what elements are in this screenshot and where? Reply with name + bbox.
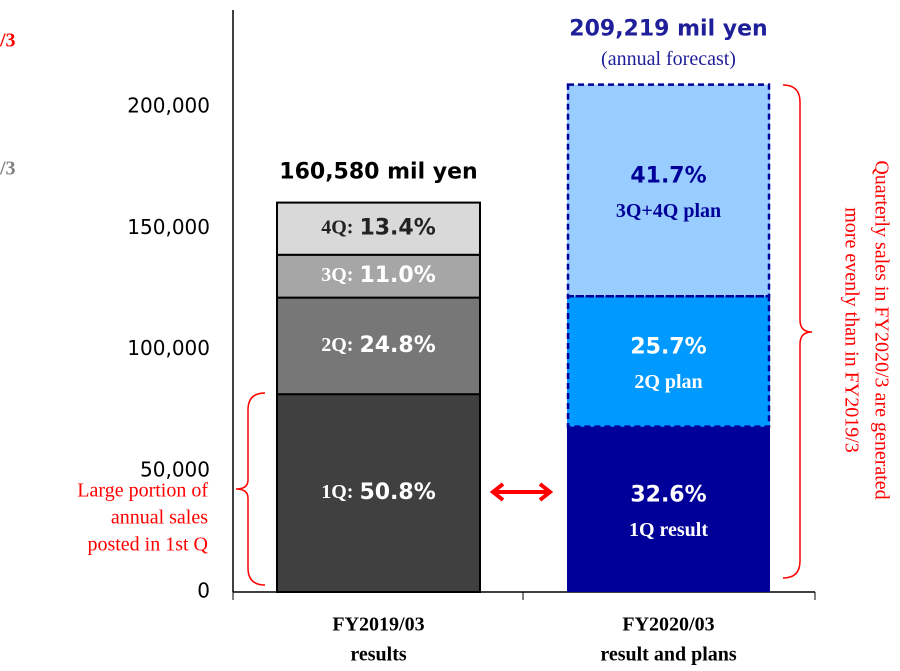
- segment-share: 25.7%: [630, 334, 706, 359]
- y-tick-label: 0: [197, 579, 210, 603]
- bar-segment: [567, 426, 770, 592]
- x-tick-label: FY2019/03: [332, 614, 424, 636]
- bar-segment: [276, 201, 481, 256]
- segment-label: 2Q: 24.8%: [321, 333, 436, 358]
- segment-share: 11.0%: [359, 263, 435, 288]
- segment-share: 32.6%: [630, 482, 706, 507]
- segment-share: 50.8%: [359, 480, 435, 505]
- segment-share: 24.8%: [359, 333, 435, 358]
- right-annotation: Quarterly sales in FY2020/3 are generate…: [840, 160, 892, 499]
- y-tick-label: 50,000: [140, 457, 210, 481]
- segment-prefix: 4Q:: [321, 216, 353, 238]
- segment-note: 2Q plan: [634, 371, 702, 393]
- segment-label: 1Q: 50.8%: [321, 480, 436, 505]
- segment-prefix: 2Q:: [321, 333, 353, 355]
- annotation-line: Large portion of: [77, 479, 208, 501]
- bar-segment: [567, 296, 770, 427]
- total-note: (annual forecast): [601, 48, 736, 70]
- y-tick-label: 100,000: [127, 336, 210, 360]
- brace: [782, 84, 813, 579]
- total-label: 160,580 mil yen: [279, 160, 477, 185]
- x-tick-label: result and plans: [600, 644, 737, 666]
- segment-note: 3Q+4Q plan: [616, 200, 721, 222]
- y-tick-label: 150,000: [127, 215, 210, 239]
- x-tick-label: FY2020/03: [622, 614, 714, 636]
- y-tick-label: 200,000: [127, 94, 210, 118]
- bar-segment: [276, 296, 481, 396]
- cut-label: /3: [0, 30, 16, 52]
- cut-label: /3: [0, 158, 16, 180]
- total-label: 209,219 mil yen: [569, 17, 767, 42]
- segment-prefix: 1Q:: [321, 481, 353, 503]
- segment-prefix: 3Q:: [321, 264, 353, 286]
- segment-note: 1Q result: [629, 519, 708, 541]
- x-tick-label: results: [350, 644, 407, 666]
- annotation-line: more evenly than in FY2019/3: [840, 207, 862, 453]
- brace: [235, 392, 266, 586]
- bar-segment: [276, 393, 481, 594]
- segment-outline: [566, 83, 771, 298]
- segment-share: 41.7%: [630, 163, 706, 188]
- segment-label: 3Q: 11.0%: [321, 263, 436, 288]
- bar-segment: [567, 84, 770, 297]
- segment-label: 4Q: 13.4%: [321, 216, 436, 241]
- annotation-line: posted in 1st Q: [87, 533, 208, 555]
- arrow: [489, 482, 554, 502]
- segment-share: 13.4%: [359, 216, 435, 241]
- annotation-line: annual sales: [111, 506, 208, 528]
- annotation-line: Quarterly sales in FY2020/3 are generate…: [870, 160, 892, 499]
